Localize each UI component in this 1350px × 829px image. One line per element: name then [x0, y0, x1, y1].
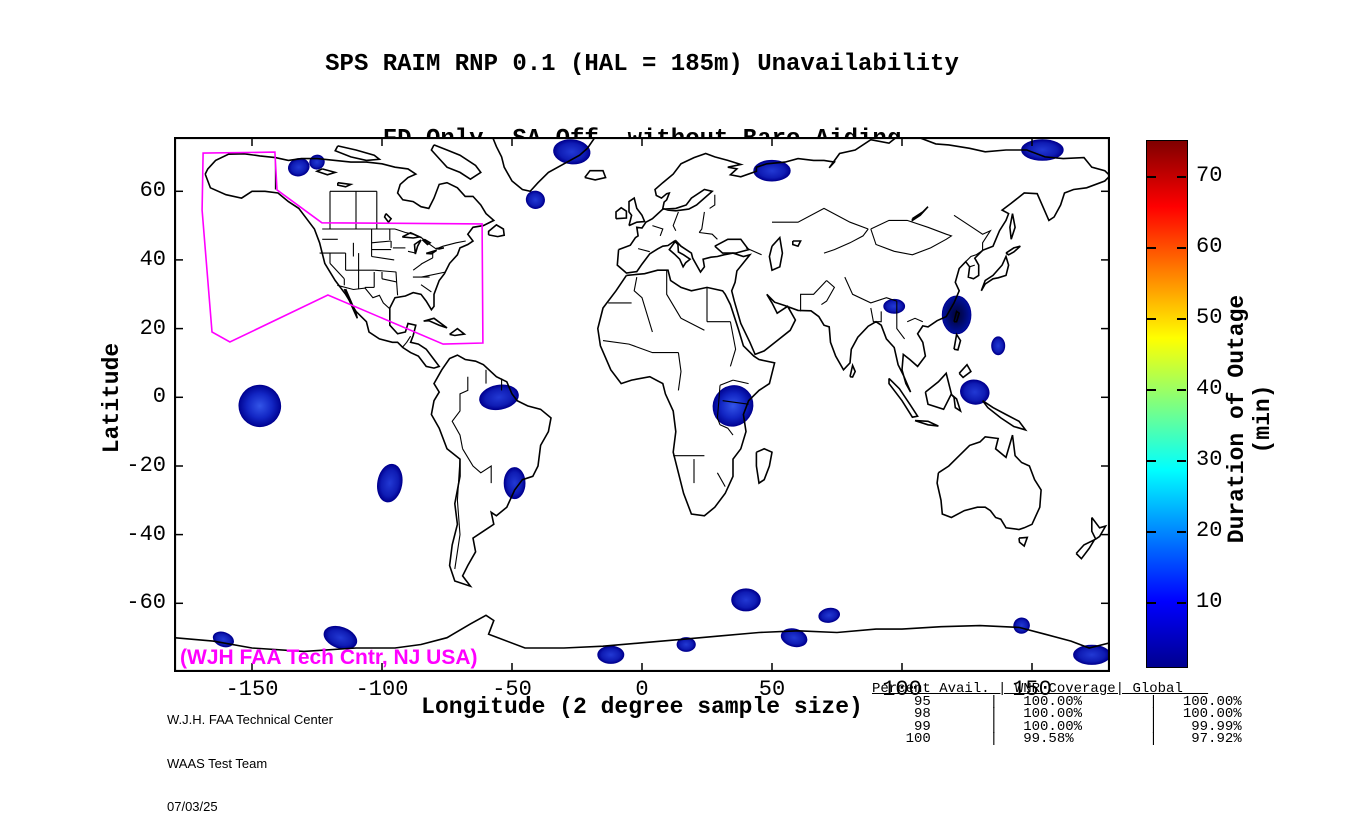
colorbar-tick-mark	[1147, 531, 1156, 534]
credit-line-3-date: 07/03/25	[167, 799, 218, 814]
colorbar-tick-mark	[1147, 460, 1156, 463]
outage-region	[377, 463, 403, 503]
y-tick-label: -40	[126, 521, 166, 547]
raim-unavailability-plot: { "title": { "line1": "SPS RAIM RNP 0.1 …	[99, 51, 1276, 814]
colorbar-tick-mark	[1177, 176, 1186, 179]
colorbar-tick-mark	[1177, 602, 1186, 605]
colorbar-tick-mark	[1177, 460, 1186, 463]
credit-line-1: W.J.H. FAA Technical Center	[167, 712, 333, 727]
x-tick-label: 0	[635, 677, 649, 702]
x-tick-label: 150	[1012, 677, 1052, 702]
outage-region	[503, 467, 526, 500]
map-credit-annotation: (WJH FAA Tech Cntr, NJ USA)	[180, 646, 478, 669]
axis-frame	[173, 136, 1111, 673]
coverage-table-header: Percent Avail. | WNR Coverage| Global	[872, 681, 1209, 697]
y-tick-label: 60	[139, 178, 166, 204]
title-line-1: SPS RAIM RNP 0.1 (HAL = 185m) Unavailabi…	[325, 51, 959, 78]
colorbar-tick-mark	[1177, 318, 1186, 321]
coverage-table-row: 100 | 99.58% | 97.92%	[872, 731, 1242, 747]
colorbar-tick-mark	[1177, 389, 1186, 392]
x-tick-label: -50	[492, 677, 532, 702]
waas-boundary	[201, 151, 484, 345]
outage-region	[525, 190, 545, 209]
y-tick-label: -60	[126, 590, 166, 616]
outage-region	[479, 384, 519, 411]
y-tick-label: 40	[139, 246, 166, 272]
coastlines	[174, 137, 1110, 653]
credit-line-2: WAAS Test Team	[167, 755, 268, 771]
colorbar-tick-mark	[1147, 602, 1156, 605]
outage-region	[731, 588, 761, 612]
x-tick-label: 100	[882, 677, 922, 702]
coverage-table-row: 99 | 100.00% | 99.99%	[872, 718, 1242, 735]
coverage-statistics-table: Percent Avail. | WNR Coverage| Global 95…	[872, 681, 1242, 747]
colorbar-tick-label: 70	[1196, 163, 1223, 189]
colorbar-tick-label: 40	[1196, 376, 1223, 402]
credit-block: W.J.H. FAA Technical Center WAAS Test Te…	[167, 684, 333, 829]
y-tick-label: 0	[152, 384, 166, 410]
outage-region	[780, 628, 808, 648]
outage-region	[818, 607, 841, 623]
colorbar-tick-label: 50	[1196, 305, 1223, 331]
x-axis-label: Longitude (2 degree sample size)	[421, 694, 863, 720]
coverage-table-row: 98 | 100.00% | 100.00%	[872, 706, 1242, 722]
colorbar-tick-label: 20	[1196, 518, 1223, 544]
colorbar-tick-mark	[1147, 389, 1156, 392]
outage-region	[960, 379, 990, 405]
x-tick-label: 50	[758, 677, 786, 702]
colorbar-tick-mark	[1147, 247, 1156, 250]
coverage-table-row: 95 | 100.00% | 100.00%	[872, 693, 1242, 710]
colorbar-tick-label: 60	[1196, 234, 1223, 260]
y-tick-label: 20	[139, 315, 166, 341]
colorbar-tick-mark	[1177, 247, 1186, 250]
outage-region	[883, 298, 906, 314]
x-tick-label: -100	[355, 677, 409, 702]
outage-region	[597, 645, 625, 664]
outage-region	[553, 139, 591, 165]
colorbar-tick-mark	[1147, 176, 1156, 179]
colorbar-jet	[1146, 140, 1188, 668]
outage-region	[323, 625, 358, 650]
world-map-plot-area	[173, 136, 1111, 673]
colorbar-tick-label: 10	[1196, 589, 1223, 615]
outage-region	[238, 384, 282, 428]
outage-region	[676, 637, 696, 652]
y-tick-label: -20	[126, 452, 166, 478]
colorbar-tick-mark	[1177, 531, 1186, 534]
world-map-svg	[173, 136, 1111, 673]
outage-region	[991, 336, 1006, 356]
colorbar-tick-mark	[1147, 318, 1156, 321]
colorbar-tick-label: 30	[1196, 447, 1223, 473]
x-tick-label: -150	[225, 677, 279, 702]
